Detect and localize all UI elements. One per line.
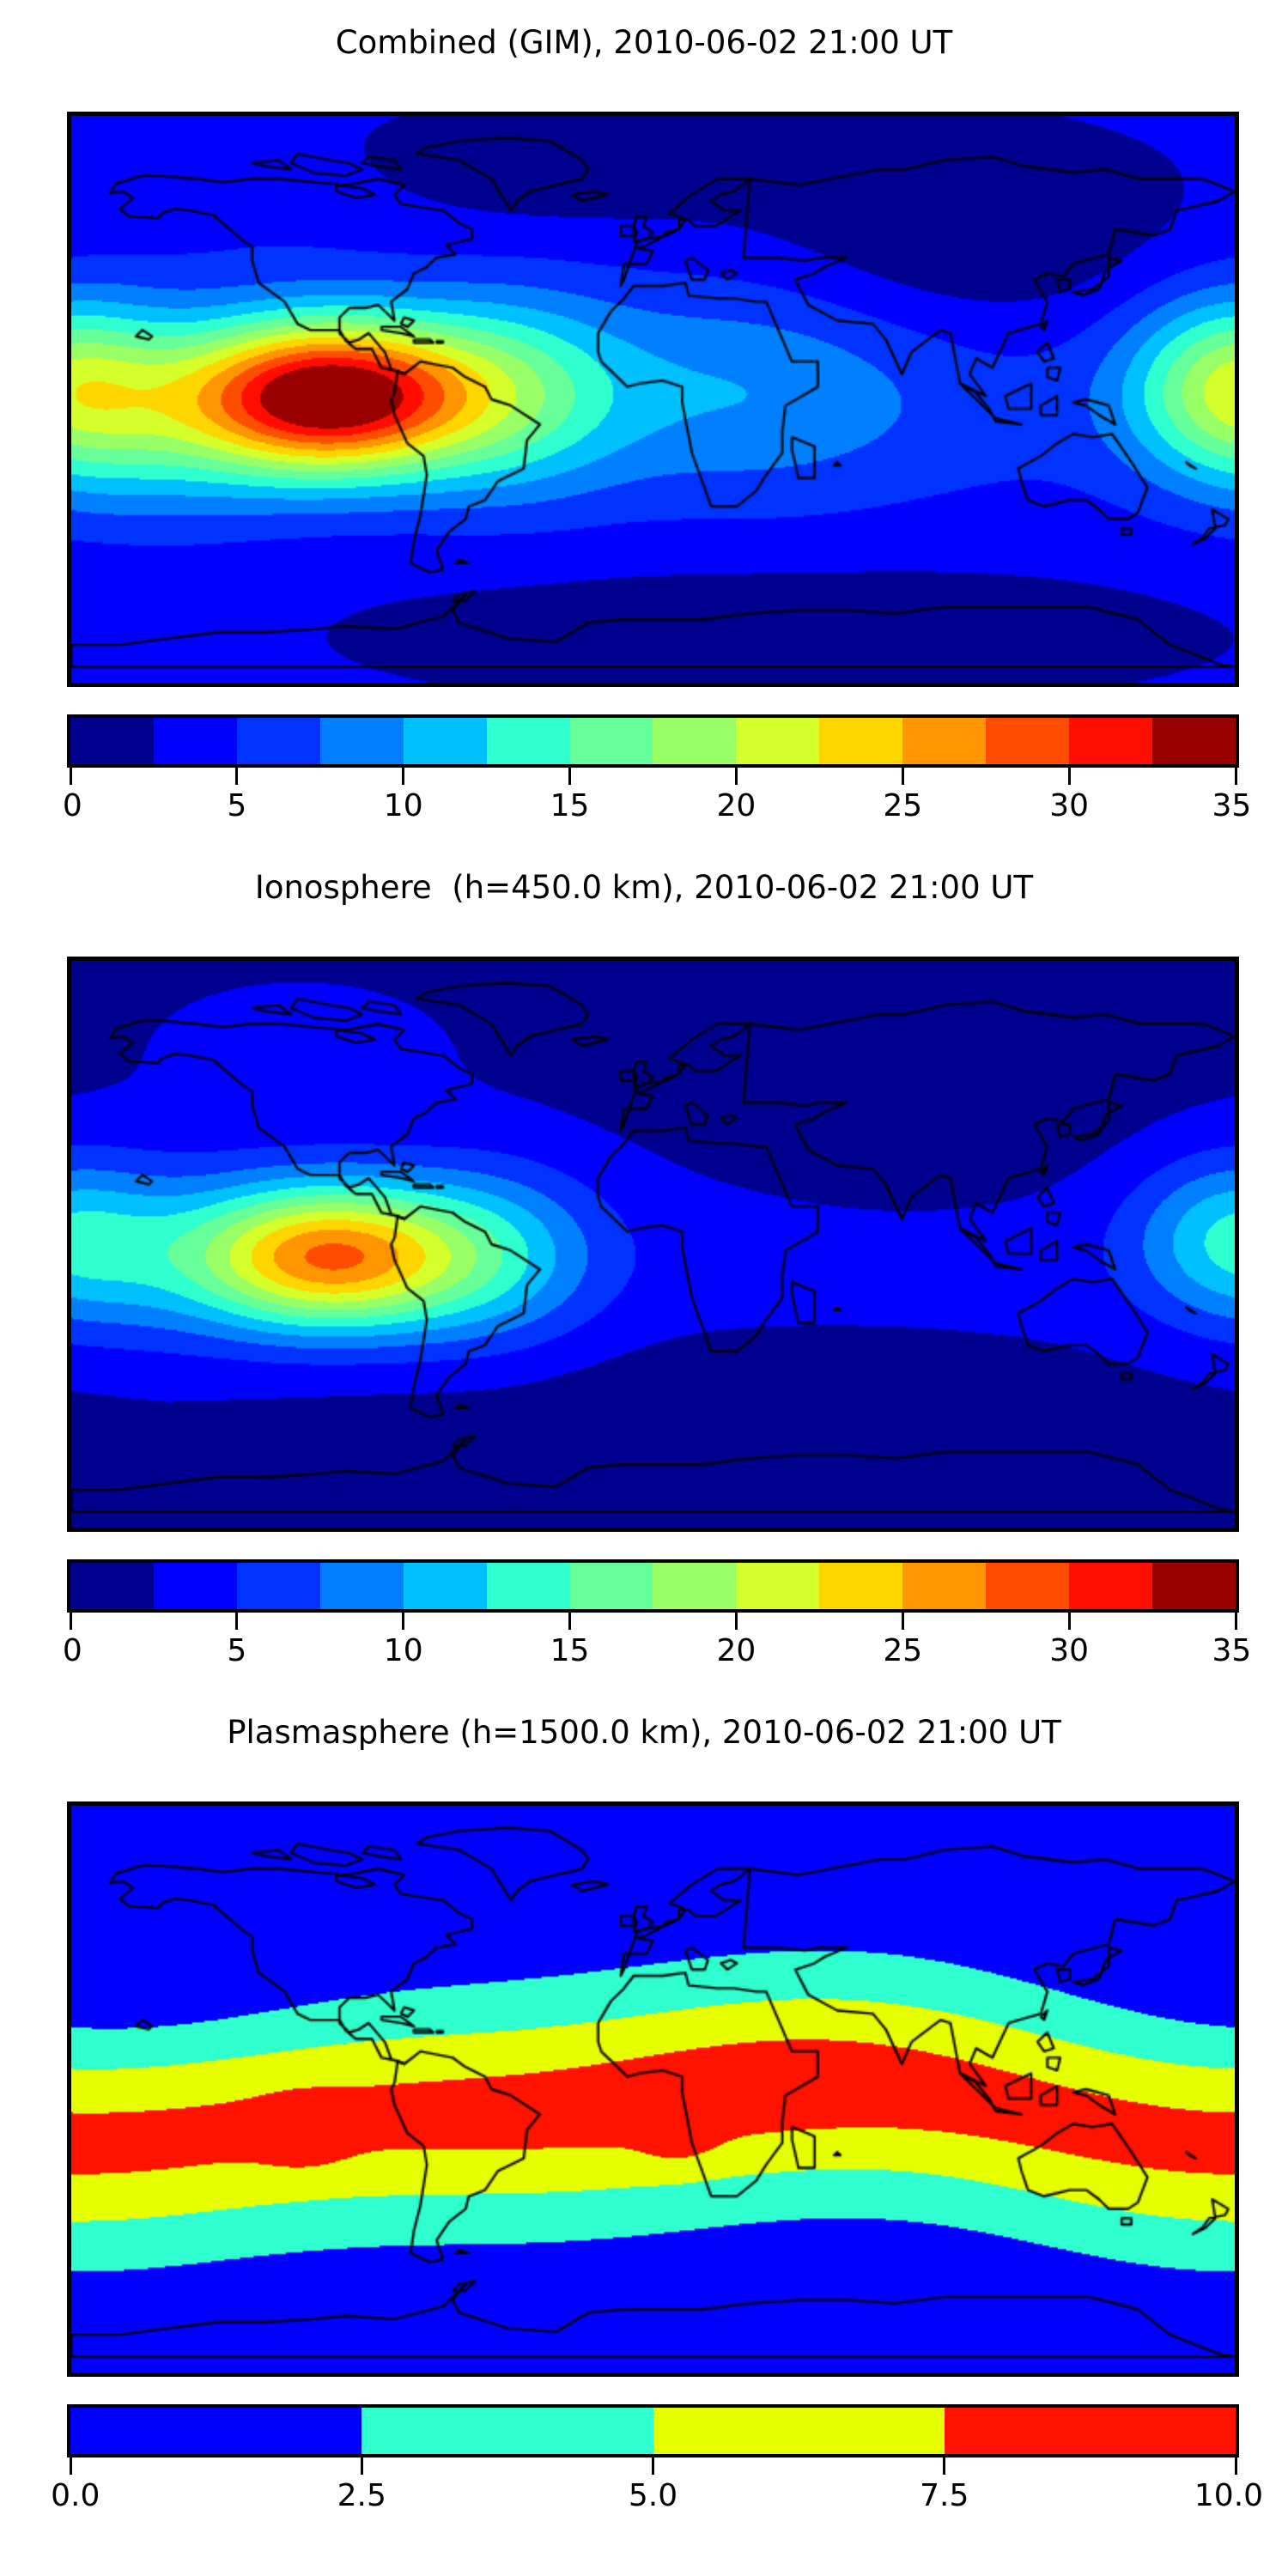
colorbar-ionosphere: 0 5 10 15 20 25 30 35 (63, 1559, 1251, 1676)
colorbar-band-3 (319, 1563, 404, 1609)
colorbar-ticks-plasmasphere (67, 2458, 1239, 2478)
colorbar-tick-label: 10 (383, 788, 423, 823)
colorbar-tick (652, 2458, 654, 2475)
colorbar-labels-combined-gim: 0 5 10 15 20 25 30 35 (63, 788, 1251, 831)
colorbar-band-13 (1151, 1563, 1236, 1609)
colorbar-tick-label: 5.0 (628, 2478, 678, 2513)
colorbar-tick (734, 768, 738, 785)
colorbar-tick-label: 7.5 (920, 2478, 969, 2513)
colorbar-tick-label: 15 (550, 1633, 590, 1668)
colorbar-tick-label: 15 (550, 788, 590, 823)
colorbar-band-2 (236, 718, 320, 764)
colorbar-combined-gim: 0 5 10 15 20 25 30 35 (63, 714, 1251, 831)
colorbar-band-4 (403, 1563, 487, 1609)
map-canvas-combined-gim (71, 116, 1235, 683)
colorbar-tick (734, 1613, 738, 1630)
colorbar-band-13 (1151, 718, 1236, 764)
colorbar-band-2 (236, 1563, 320, 1609)
colorbar-tick (568, 1613, 572, 1630)
colorbar-tick-label: 30 (1049, 788, 1090, 823)
colorbar-tick-label: 5 (227, 788, 247, 823)
colorbar-strip-combined-gim (67, 714, 1239, 768)
colorbar-band-10 (902, 718, 987, 764)
colorbar-labels-plasmasphere: 0.0 2.5 5.0 7.5 10.0 (51, 2478, 1263, 2521)
panel-title-plasmasphere: Plasmasphere (h=1500.0 km), 2010-06-02 2… (227, 1714, 1061, 1751)
colorbar-band-10 (902, 1563, 987, 1609)
colorbar-tick-label: 2.5 (337, 2478, 386, 2513)
colorbar-band-11 (986, 718, 1070, 764)
colorbar-tick (360, 2458, 363, 2475)
colorbar-band-8 (736, 718, 820, 764)
colorbar-tick (1067, 768, 1071, 785)
map-ionosphere (67, 957, 1239, 1532)
colorbar-band-7 (653, 1563, 737, 1609)
colorbar-tick (402, 768, 405, 785)
colorbar-band-9 (819, 718, 903, 764)
panel-title-combined-gim: Combined (GIM), 2010-06-02 21:00 UT (335, 24, 953, 61)
colorbar-tick-label: 20 (716, 788, 756, 823)
colorbar-tick (901, 768, 904, 785)
panel-title-ionosphere: Ionosphere (h=450.0 km), 2010-06-02 21:0… (254, 869, 1034, 906)
colorbar-tick (69, 768, 72, 785)
colorbar-band-7 (653, 718, 737, 764)
colorbar-tick (1234, 2458, 1237, 2475)
map-canvas-ionosphere (71, 961, 1235, 1528)
colorbar-tick (235, 1613, 239, 1630)
colorbar-tick-label: 10 (383, 1633, 423, 1668)
colorbar-tick (402, 1613, 405, 1630)
colorbar-tick (1067, 1613, 1071, 1630)
colorbar-band-3 (944, 2408, 1236, 2454)
colorbar-tick (943, 2458, 946, 2475)
colorbar-ticks-combined-gim (67, 768, 1239, 788)
colorbar-band-11 (986, 1563, 1070, 1609)
colorbar-tick-label: 25 (883, 788, 923, 823)
colorbar-tick-label: 35 (1212, 788, 1252, 823)
colorbar-strip-ionosphere (67, 1559, 1239, 1613)
colorbar-band-1 (153, 1563, 237, 1609)
colorbar-labels-ionosphere: 0 5 10 15 20 25 30 35 (63, 1633, 1251, 1676)
colorbar-band-6 (569, 718, 653, 764)
colorbar-band-12 (1069, 718, 1152, 764)
colorbar-tick-label: 20 (716, 1633, 756, 1668)
colorbar-band-6 (569, 1563, 653, 1609)
colorbar-band-5 (486, 1563, 570, 1609)
colorbar-tick (69, 1613, 72, 1630)
colorbar-tick-label: 30 (1049, 1633, 1090, 1668)
colorbar-band-4 (403, 718, 487, 764)
colorbar-tick (69, 2458, 72, 2475)
colorbar-band-5 (486, 718, 570, 764)
colorbar-tick (568, 768, 572, 785)
colorbar-band-0 (70, 718, 154, 764)
colorbar-tick (235, 768, 239, 785)
colorbar-band-8 (736, 1563, 820, 1609)
colorbar-band-2 (653, 2408, 945, 2454)
colorbar-tick (1234, 1613, 1237, 1630)
colorbar-tick-label: 0 (62, 788, 82, 823)
colorbar-band-3 (319, 718, 404, 764)
colorbar-tick-label: 0 (62, 1633, 82, 1668)
colorbar-tick-label: 25 (883, 1633, 923, 1668)
colorbar-plasmasphere: 0.0 2.5 5.0 7.5 10.0 (51, 2404, 1263, 2521)
colorbar-strip-plasmasphere (67, 2404, 1239, 2458)
colorbar-ticks-ionosphere (67, 1613, 1239, 1633)
colorbar-tick-label: 35 (1212, 1633, 1252, 1668)
colorbar-band-9 (819, 1563, 903, 1609)
colorbar-band-0 (70, 1563, 154, 1609)
colorbar-band-0 (70, 2408, 362, 2454)
colorbar-band-12 (1069, 1563, 1152, 1609)
colorbar-band-1 (361, 2408, 653, 2454)
colorbar-tick-label: 5 (227, 1633, 247, 1668)
map-combined-gim (67, 112, 1239, 687)
colorbar-tick-label: 10.0 (1194, 2478, 1264, 2513)
colorbar-band-1 (153, 718, 237, 764)
map-plasmasphere (67, 1801, 1239, 2377)
colorbar-tick (1234, 768, 1237, 785)
map-canvas-plasmasphere (71, 1806, 1235, 2372)
colorbar-tick (901, 1613, 904, 1630)
colorbar-tick-label: 0.0 (51, 2478, 100, 2513)
